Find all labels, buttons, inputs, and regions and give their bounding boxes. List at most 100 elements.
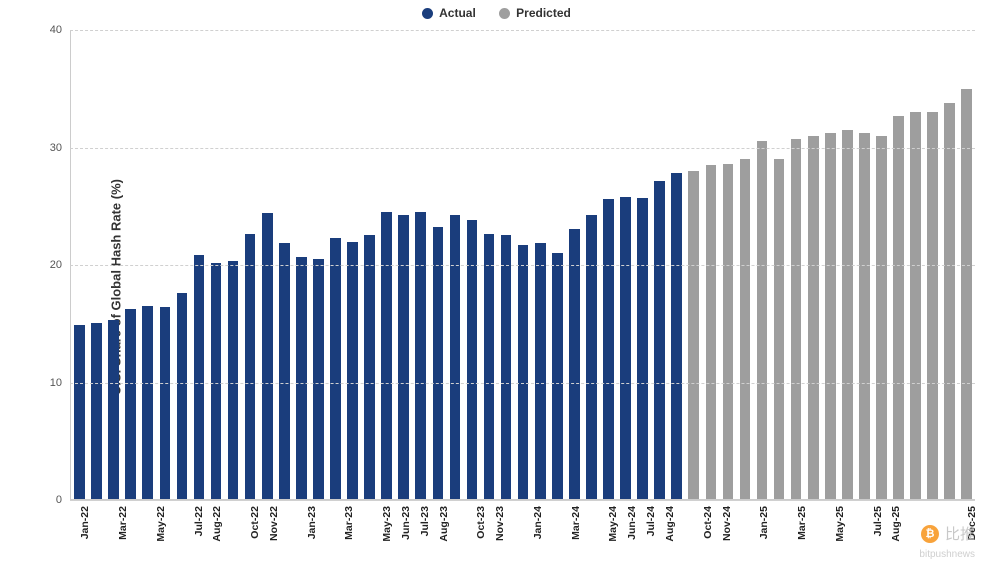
x-tick-label: Mar-25 [796, 506, 808, 540]
predicted-bar [944, 103, 955, 499]
actual-bar [586, 215, 597, 499]
x-tick-label: Jun-24 [626, 506, 638, 540]
actual-bar [603, 199, 614, 499]
predicted-bar [706, 165, 717, 499]
x-tick-label: Aug-22 [211, 506, 223, 542]
y-tick-label: 30 [50, 142, 62, 154]
legend-swatch-actual [422, 8, 433, 19]
x-tick-label: May-24 [607, 506, 619, 542]
actual-bar [381, 212, 392, 499]
x-tick-label: Aug-24 [664, 506, 676, 542]
chart-area: Jan-22Mar-22May-22Jul-22Aug-22Oct-22Nov-… [70, 30, 975, 500]
actual-bar [142, 306, 153, 499]
x-tick-label: Jul-24 [645, 506, 657, 536]
actual-bar [450, 215, 461, 499]
actual-bar [211, 263, 222, 499]
gridline [70, 383, 975, 384]
gridline [70, 500, 975, 501]
actual-bar [91, 323, 102, 499]
legend: Actual Predicted [0, 6, 993, 22]
actual-bar [671, 173, 682, 499]
x-tick-label: Jan-25 [758, 506, 770, 539]
actual-bar [194, 255, 205, 499]
y-tick-label: 40 [50, 24, 62, 36]
actual-bar [535, 243, 546, 499]
watermark-sub: bitpushnews [919, 549, 975, 560]
y-tick-label: 20 [50, 259, 62, 271]
x-tick-label: Nov-24 [721, 506, 733, 541]
x-tick-label: Aug-23 [438, 506, 450, 542]
actual-bar [433, 227, 444, 499]
actual-bar [313, 259, 324, 499]
actual-bar [108, 320, 119, 499]
actual-bar [501, 235, 512, 499]
x-tick-label: Jul-22 [193, 506, 205, 536]
predicted-bar [688, 171, 699, 499]
x-tick-label: Oct-24 [702, 506, 714, 539]
actual-bar [654, 181, 665, 499]
actual-bar [245, 234, 256, 499]
x-tick-label: May-25 [834, 506, 846, 542]
actual-bar [569, 229, 580, 499]
actual-bar [467, 220, 478, 499]
gridline [70, 265, 975, 266]
x-tick-label: May-22 [155, 506, 167, 542]
actual-bar [160, 307, 171, 499]
predicted-bar [791, 139, 802, 499]
predicted-bar [893, 116, 904, 499]
legend-label-actual: Actual [439, 6, 476, 20]
actual-bar [518, 245, 529, 499]
watermark-text: 比推 [945, 523, 975, 544]
x-tick-label: Aug-25 [890, 506, 902, 542]
x-tick-label: Mar-24 [570, 506, 582, 540]
x-tick-label: Mar-23 [343, 506, 355, 540]
bitcoin-icon: ₿ [921, 525, 939, 543]
y-tick-label: 0 [56, 494, 62, 506]
predicted-bar [910, 112, 921, 499]
legend-label-predicted: Predicted [516, 6, 571, 20]
x-tick-label: Jul-23 [419, 506, 431, 536]
actual-bar [262, 213, 273, 499]
x-tick-label: Mar-22 [117, 506, 129, 540]
legend-item-actual: Actual [422, 6, 476, 20]
actual-bar [347, 242, 358, 499]
actual-bar [484, 234, 495, 499]
plot: Jan-22Mar-22May-22Jul-22Aug-22Oct-22Nov-… [70, 30, 975, 500]
actual-bar [74, 325, 85, 499]
actual-bar [398, 215, 409, 499]
watermark: ₿ 比推 [921, 523, 975, 544]
legend-swatch-predicted [499, 8, 510, 19]
x-tick-label: Jan-24 [532, 506, 544, 539]
actual-bar [279, 243, 290, 499]
actual-bar [364, 235, 375, 499]
predicted-bar [757, 141, 768, 499]
actual-bar [125, 309, 136, 499]
x-tick-label: Jan-23 [306, 506, 318, 539]
predicted-bar [876, 136, 887, 499]
actual-bar [637, 198, 648, 499]
actual-bar [228, 261, 239, 499]
x-tick-label: Jul-25 [872, 506, 884, 536]
predicted-bar [859, 133, 870, 499]
predicted-bar [723, 164, 734, 499]
actual-bar [330, 238, 341, 499]
actual-bar [296, 257, 307, 499]
predicted-bar [740, 159, 751, 499]
predicted-bar [927, 112, 938, 499]
x-tick-label: Oct-22 [249, 506, 261, 539]
predicted-bar [808, 136, 819, 499]
actual-bar [177, 293, 188, 499]
gridline [70, 30, 975, 31]
actual-bar [620, 197, 631, 500]
predicted-bar [774, 159, 785, 499]
legend-item-predicted: Predicted [499, 6, 571, 20]
x-tick-label: Jun-23 [400, 506, 412, 540]
y-tick-label: 10 [50, 377, 62, 389]
x-tick-label: Nov-22 [268, 506, 280, 541]
x-tick-label: Oct-23 [475, 506, 487, 539]
predicted-bar [842, 130, 853, 499]
gridline [70, 148, 975, 149]
actual-bar [415, 212, 426, 499]
predicted-bar [825, 133, 836, 499]
x-tick-label: Jan-22 [79, 506, 91, 539]
